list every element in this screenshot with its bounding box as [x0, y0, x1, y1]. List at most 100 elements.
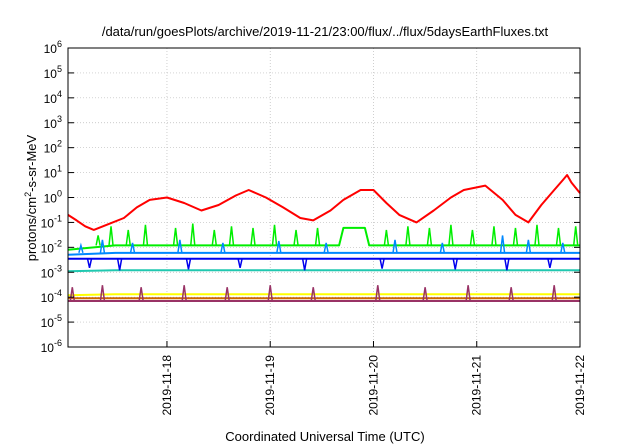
x-tick-label: 2019-11-20: [366, 355, 380, 416]
y-tick-label: 10-5: [41, 313, 62, 330]
y-tick-exp: 2: [57, 139, 62, 149]
series-spike: [323, 242, 329, 254]
y-tick-base: 10: [44, 67, 58, 81]
series-spike: [99, 285, 106, 302]
series-spike: [228, 226, 235, 246]
grid: [68, 47, 581, 348]
y-axis-label-rest: -s-sr-MeV: [24, 134, 39, 191]
series-spike: [555, 227, 562, 246]
y-tick-base: 10: [41, 341, 55, 355]
y-tick-label: 106: [44, 39, 62, 56]
series-spike: [293, 229, 299, 246]
series-spike: [237, 258, 243, 269]
y-tick-exp: 0: [57, 189, 62, 199]
y-tick-label: 10-6: [41, 338, 62, 355]
y-tick-exp: -3: [54, 263, 62, 273]
series-spike: [271, 224, 278, 246]
series-spike: [172, 227, 179, 246]
y-axis-label-sup: 2: [23, 192, 33, 197]
series-spike: [78, 242, 84, 254]
series-spike: [379, 258, 385, 269]
y-tick-label: 102: [44, 139, 62, 156]
y-tick-exp: -6: [54, 338, 62, 348]
series-spike: [525, 239, 532, 253]
series-spike: [439, 242, 446, 254]
y-tick-base: 10: [41, 291, 55, 305]
series-spike: [125, 229, 131, 246]
x-tick-label: 2019-11-21: [470, 355, 484, 416]
y-tick-exp: -2: [54, 238, 62, 248]
series-spike: [276, 240, 282, 253]
y-tick-exp: 6: [57, 39, 62, 49]
series-spike: [469, 229, 476, 246]
series-spike: [499, 235, 506, 253]
y-tick-label: 10-1: [41, 213, 62, 230]
series-spike: [422, 287, 428, 302]
y-tick-exp: -4: [54, 288, 62, 298]
y-tick-exp: -1: [54, 213, 62, 223]
series-spike: [224, 287, 230, 302]
y-tick-base: 10: [44, 142, 58, 156]
series-line: [67, 293, 580, 297]
y-tick-base: 10: [41, 241, 55, 255]
y-tick-label: 10-3: [41, 263, 62, 280]
y-tick-base: 10: [44, 42, 58, 56]
x-tick-label: 2019-11-22: [573, 355, 587, 416]
series-spike: [560, 242, 566, 254]
svg-text:protons/cm2-s-sr-MeV: protons/cm2-s-sr-MeV: [23, 134, 39, 261]
data-series: [67, 174, 581, 302]
y-tick-base: 10: [44, 92, 58, 106]
series-spike: [383, 229, 390, 246]
series-line: [67, 174, 581, 231]
series-spike: [426, 227, 433, 246]
series-spike: [108, 226, 114, 246]
series-spike: [250, 227, 256, 246]
series-spike: [310, 287, 316, 302]
y-tick-exp: 1: [57, 164, 62, 174]
plot-area: 10610510410310210110010-110-210-310-410-…: [41, 39, 587, 416]
series-spike: [95, 235, 101, 246]
series-spike: [465, 285, 471, 302]
y-tick-base: 10: [44, 167, 58, 181]
series-spike: [181, 285, 187, 302]
y-tick-exp: 4: [57, 89, 62, 99]
series-spike: [314, 227, 321, 246]
series-spike: [491, 226, 497, 246]
series-spike: [99, 239, 106, 253]
series-spike: [375, 285, 381, 302]
y-tick-label: 101: [44, 164, 62, 181]
series-spike: [69, 287, 76, 302]
series-spike: [220, 242, 226, 254]
series-spike: [138, 287, 144, 302]
y-tick-exp: 5: [57, 64, 62, 74]
series-spike: [448, 224, 454, 246]
y-tick-label: 10-2: [41, 238, 62, 255]
chart-title: /data/run/goesPlots/archive/2019-11-21/2…: [102, 24, 549, 39]
series-spike: [177, 239, 183, 253]
series-line: [67, 251, 580, 256]
series-spike: [129, 242, 136, 254]
series-spike: [534, 224, 540, 246]
y-tick-labels: 10610510410310210110010-110-210-310-410-…: [41, 39, 580, 355]
series-spike: [190, 223, 196, 246]
series-spike: [508, 287, 514, 302]
series-spike: [405, 226, 411, 246]
y-tick-base: 10: [44, 117, 58, 131]
series-spike: [547, 258, 553, 269]
series-spike: [86, 258, 93, 269]
x-axis-label: Coordinated Universal Time (UTC): [225, 429, 424, 444]
series-spike: [116, 258, 123, 271]
x-tick-label: 2019-11-18: [160, 355, 174, 416]
y-axis-label: protons/cm2-s-sr-MeV: [23, 134, 39, 261]
series-spike: [301, 258, 308, 271]
y-tick-base: 10: [44, 192, 58, 206]
y-tick-label: 105: [44, 64, 62, 81]
series-spike: [211, 229, 218, 246]
y-tick-label: 100: [44, 189, 62, 206]
y-tick-label: 103: [44, 114, 62, 131]
series-spike: [572, 226, 579, 246]
y-tick-exp: -5: [54, 313, 62, 323]
series-spike: [504, 258, 510, 271]
y-tick-label: 104: [44, 89, 62, 106]
